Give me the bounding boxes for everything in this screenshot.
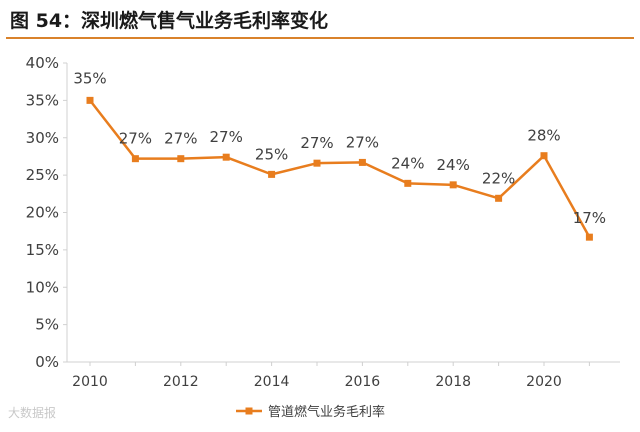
watermark: 大数据报 [8, 406, 57, 420]
data-label: 24% [437, 156, 470, 174]
data-label: 28% [527, 127, 560, 145]
data-point [313, 159, 321, 167]
y-tick-label: 15% [26, 241, 59, 259]
y-tick-label: 20% [26, 204, 59, 222]
data-label: 27% [210, 128, 243, 146]
figure-title: 图 54：深圳燃气售气业务毛利率变化 [10, 10, 329, 32]
data-label: 22% [482, 169, 515, 187]
data-point [404, 179, 412, 187]
data-label: 25% [255, 145, 288, 163]
y-tick-label: 35% [26, 91, 59, 109]
x-tick-label: 2010 [72, 374, 108, 390]
title-divider [6, 37, 634, 39]
legend-swatch-marker [245, 407, 253, 415]
y-tick-label: 5% [35, 316, 59, 334]
x-tick-label: 2018 [435, 374, 471, 390]
x-tick-label: 2012 [163, 374, 199, 390]
data-point [495, 194, 503, 202]
data-point [585, 233, 593, 241]
y-tick-label: 25% [26, 166, 59, 184]
data-point [177, 155, 185, 163]
x-tick-label: 2014 [254, 374, 290, 390]
data-label: 27% [119, 130, 152, 148]
y-tick-label: 10% [26, 278, 59, 296]
y-tick-label: 0% [35, 353, 59, 371]
data-point [449, 181, 457, 189]
legend-label: 管道燃气业务毛利率 [268, 404, 385, 420]
data-point [268, 170, 276, 178]
series-line [89, 99, 591, 238]
data-point [222, 153, 230, 161]
y-tick-label: 40% [26, 54, 59, 72]
data-point [86, 96, 94, 104]
x-tick-label: 2020 [526, 374, 562, 390]
data-point [358, 158, 366, 166]
data-label: 27% [164, 130, 197, 148]
data-point [540, 152, 548, 160]
x-tick-label: 2016 [345, 374, 381, 390]
data-point [131, 155, 139, 163]
data-label: 17% [573, 209, 606, 227]
data-label: 27% [346, 133, 379, 151]
data-label: 35% [73, 69, 106, 87]
data-label: 24% [391, 154, 424, 172]
data-label: 27% [300, 134, 333, 152]
y-tick-label: 30% [26, 129, 59, 147]
